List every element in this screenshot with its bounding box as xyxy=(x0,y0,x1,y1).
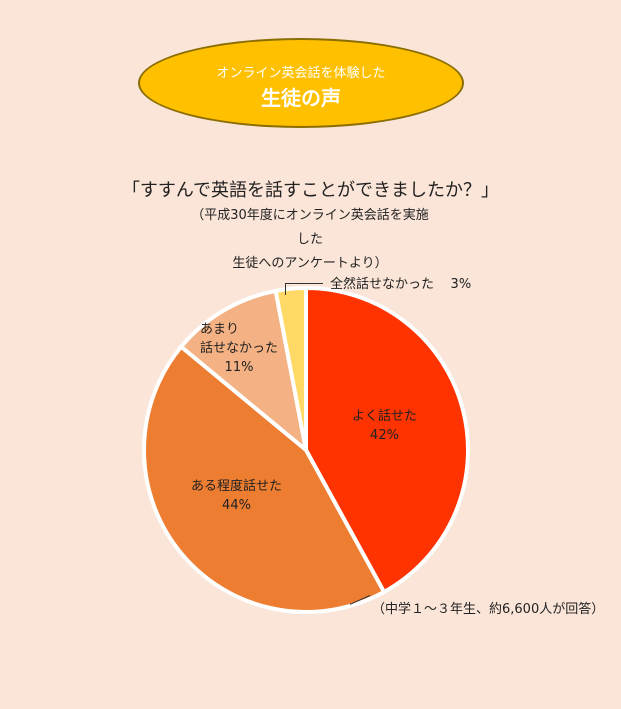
slice-somewhat xyxy=(142,343,387,614)
respondents-note: （中学１～３年生、約6,600人が回答） xyxy=(372,602,605,617)
slice-label-not-much-line1: あまり xyxy=(200,322,240,337)
leader-tick xyxy=(285,283,286,295)
slice-label-not-much-value: 11% xyxy=(224,360,254,375)
slice-well xyxy=(304,285,470,595)
leader-line xyxy=(285,283,323,284)
slice-label-not-at-all: 全然話せなかった 3% xyxy=(330,275,471,294)
slice-not-much xyxy=(178,288,310,456)
slice-label-somewhat-value: 44% xyxy=(222,498,251,513)
slice-label-well-value: 42% xyxy=(370,428,399,443)
badge-title: 生徒の声 xyxy=(261,86,341,110)
slice-label-somewhat-text: ある程度話せた xyxy=(191,479,283,494)
slice-label-not-at-all-text: 全然話せなかった 3% xyxy=(330,277,472,292)
slice-label-somewhat: ある程度話せた 44% xyxy=(191,477,282,515)
title-badge: オンライン英会話を体験した 生徒の声 xyxy=(138,38,464,128)
slice-label-well-text: よく話せた xyxy=(352,409,418,424)
slice-label-well: よく話せた 42% xyxy=(352,407,417,445)
slice-label-not-much-line2: 話せなかった xyxy=(200,341,279,356)
badge-subtitle: オンライン英会話を体験した xyxy=(216,66,386,81)
slice-label-not-much: あまり 話せなかった 11% xyxy=(200,320,278,377)
note-line-1: （平成30年度にオンライン英会話を実施した xyxy=(191,208,429,247)
survey-question: 「すすんで英語を話すことができましたか？」 xyxy=(121,180,500,201)
slice-not-at-all xyxy=(273,285,308,451)
survey-note: （平成30年度にオンライン英会話を実施した 生徒へのアンケートより） xyxy=(190,204,430,276)
note-line-2: 生徒へのアンケートより） xyxy=(232,256,388,271)
